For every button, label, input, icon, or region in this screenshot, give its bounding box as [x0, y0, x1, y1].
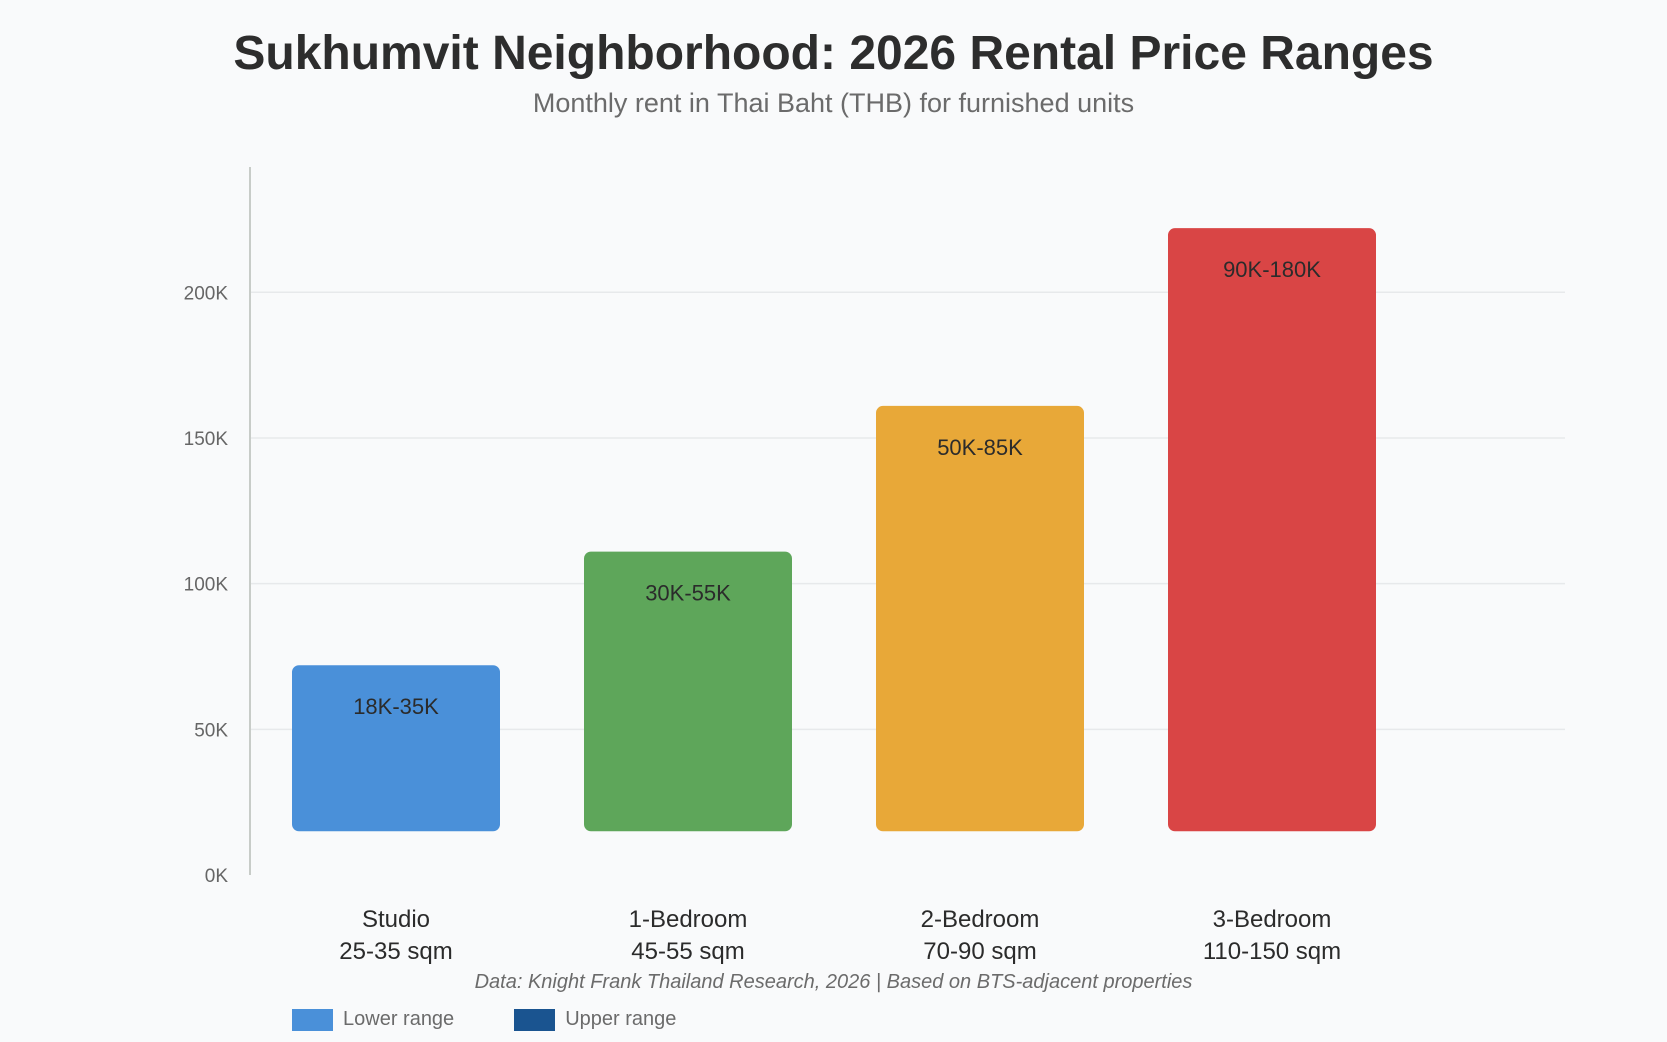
bar [1168, 228, 1376, 832]
y-axis-ticks: 0K 50K 100K 150K 200K [184, 283, 229, 887]
bar-data-label: 50K-85K [937, 435, 1023, 460]
bar [584, 551, 792, 832]
chart-subtitle: Monthly rent in Thai Baht (THB) for furn… [532, 88, 1135, 118]
x-category-size-label: 70-90 sqm [923, 938, 1036, 965]
y-tick-label: 100K [184, 575, 229, 596]
y-tick-label: 0K [205, 866, 229, 887]
legend: Lower range Upper range [292, 1008, 676, 1031]
y-tick-label: 150K [184, 429, 229, 450]
data-source-note: Data: Knight Frank Thailand Research, 20… [474, 971, 1193, 993]
bar-data-label: 30K-55K [645, 581, 731, 606]
x-category-size-label: 110-150 sqm [1203, 938, 1341, 965]
legend-label-lower: Lower range [343, 1008, 455, 1030]
x-category-label: 2-Bedroom [921, 906, 1040, 933]
x-category-size-label: 45-55 sqm [631, 938, 744, 965]
legend-label-upper: Upper range [565, 1008, 677, 1030]
x-category-label: 3-Bedroom [1213, 906, 1332, 933]
bar [292, 665, 500, 832]
y-tick-label: 200K [184, 283, 229, 304]
x-category-label: Studio [362, 906, 430, 933]
legend-item-lower: Lower range [292, 1008, 454, 1031]
bar [876, 405, 1084, 832]
x-category-label: 1-Bedroom [629, 906, 748, 933]
chart-title: Sukhumvit Neighborhood: 2026 Rental Pric… [233, 27, 1434, 80]
x-axis-categories: Studio 25-35 sqm 1-Bedroom 45-55 sqm 2-Bedro… [339, 906, 1341, 965]
bar-data-label: 18K-35K [353, 694, 439, 719]
bars: 18K-35K 30K-55K 50K-85K 90K-180K [292, 228, 1376, 832]
legend-swatch-upper [514, 1008, 556, 1031]
legend-item-upper: Upper range [514, 1008, 676, 1031]
legend-swatch-lower [292, 1008, 333, 1031]
x-category-size-label: 25-35 sqm [339, 938, 452, 965]
y-tick-label: 50K [194, 720, 228, 741]
bar-data-label: 90K-180K [1223, 257, 1321, 282]
